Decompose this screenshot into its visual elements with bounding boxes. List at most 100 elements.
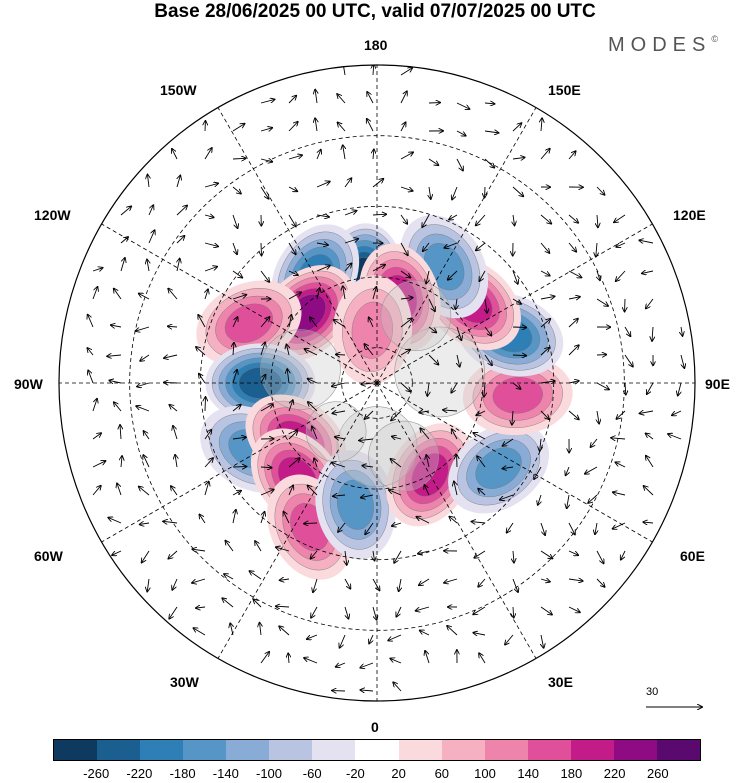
wind-vector xyxy=(312,426,318,440)
wind-vector xyxy=(233,510,236,524)
graticule xyxy=(59,65,695,701)
wind-vector xyxy=(596,578,605,587)
colorbar-ticks: -260 -220 -180 -140 -100 -60 -20 20 60 100 140 180 2… xyxy=(0,766,750,783)
wind-vector xyxy=(88,370,94,384)
wind-vector xyxy=(455,298,457,309)
wind-vector xyxy=(471,522,486,523)
wind-vector xyxy=(204,215,214,217)
wind-vector xyxy=(512,382,521,389)
wind-vector xyxy=(196,347,206,356)
wind-vector xyxy=(428,354,438,365)
wind-vector xyxy=(288,485,293,496)
wind-vector xyxy=(308,485,318,496)
wind-vector xyxy=(538,494,541,505)
wind-vector xyxy=(288,96,296,104)
wind-vector xyxy=(361,383,374,384)
wind-vector xyxy=(307,634,318,639)
wind-vector xyxy=(108,518,122,524)
wind-vector xyxy=(484,326,491,336)
wind-vector xyxy=(456,102,469,109)
wind-vector xyxy=(338,122,346,132)
wind-vector xyxy=(137,382,150,387)
wind-vector xyxy=(568,242,576,252)
wind-vector xyxy=(193,628,206,636)
colorbar-swatch xyxy=(527,740,571,760)
colorbar-tick-label: -140 xyxy=(212,766,239,781)
wind-vector xyxy=(479,653,486,664)
wind-vector xyxy=(476,214,486,225)
wind-vector xyxy=(476,242,486,250)
wind-vector xyxy=(392,437,402,439)
wind-vector xyxy=(369,634,373,643)
wind-vector xyxy=(343,145,345,160)
wind-vector xyxy=(428,326,436,332)
wind-vector xyxy=(568,345,579,356)
wind-vector xyxy=(568,579,583,581)
wind-vector xyxy=(176,236,185,244)
wind-vector xyxy=(540,579,550,582)
latitude-circle xyxy=(199,205,555,561)
wind-vector xyxy=(144,431,150,440)
map-title: Base 28/06/2025 00 UTC, valid 07/07/2025… xyxy=(154,1,596,22)
wind-vector xyxy=(568,214,578,223)
wind-vector xyxy=(232,405,241,412)
wind-vector xyxy=(362,466,374,467)
wind-vector xyxy=(288,214,296,226)
wind-vector xyxy=(140,523,150,524)
wind-vector xyxy=(120,425,121,440)
wind-vector xyxy=(400,318,412,328)
wind-vector xyxy=(454,481,457,496)
anomaly-contour xyxy=(224,303,274,343)
wind-vector xyxy=(338,522,346,532)
wind-vector xyxy=(308,379,318,384)
wind-vector xyxy=(260,270,269,282)
wind-vector xyxy=(541,118,542,132)
wind-vector xyxy=(199,514,206,524)
wind-vector xyxy=(136,406,150,412)
wind-vector xyxy=(394,550,402,563)
land-mass xyxy=(260,329,341,410)
colorbar-tick-label: 20 xyxy=(391,766,406,781)
wind-vector xyxy=(590,438,598,447)
wind-vector xyxy=(337,94,346,104)
anomaly-contour xyxy=(475,447,522,489)
wind-vector xyxy=(232,295,246,300)
wind-vector xyxy=(311,606,318,618)
wind-vector xyxy=(164,355,178,358)
wind-vector xyxy=(444,578,458,583)
wind-vector xyxy=(260,404,273,412)
wind-vector xyxy=(260,467,272,468)
latitude-circle xyxy=(129,135,625,631)
wind-vector xyxy=(109,380,122,383)
colorbar-swatch xyxy=(613,740,657,760)
wind-vector xyxy=(316,150,321,160)
meridian-line xyxy=(376,382,537,659)
wind-vector xyxy=(112,550,122,555)
wind-vector xyxy=(288,292,301,300)
wind-vector xyxy=(540,270,550,276)
wind-vector xyxy=(513,214,515,225)
wind-vector xyxy=(288,653,289,664)
wind-vector xyxy=(232,186,241,194)
anomaly-center xyxy=(448,422,550,514)
wind-vector xyxy=(400,122,406,132)
wind-vector xyxy=(171,486,178,496)
meridian-line xyxy=(101,223,378,384)
wind-vector xyxy=(372,287,376,300)
wind-vector xyxy=(172,149,178,160)
wind-vector xyxy=(92,399,97,412)
wind-vector xyxy=(168,326,178,327)
wind-vector xyxy=(344,239,358,244)
wind-vector xyxy=(615,462,626,468)
wind-vector xyxy=(426,270,429,283)
wind-vector xyxy=(344,263,351,272)
wind-vector xyxy=(147,260,149,272)
wind-vector xyxy=(148,230,155,244)
lon-label-30e: 30E xyxy=(548,674,573,690)
wind-vector xyxy=(512,355,526,356)
wind-vector xyxy=(88,315,94,328)
wind-vector xyxy=(420,630,430,636)
wind-vector xyxy=(540,296,555,299)
wind-vector xyxy=(444,242,458,248)
wind-vector xyxy=(255,541,262,552)
